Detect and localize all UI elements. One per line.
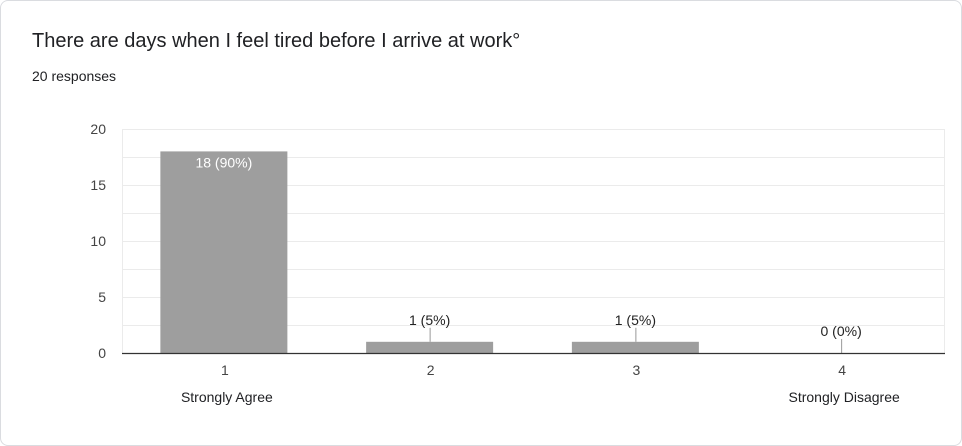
category-description: Strongly Disagree bbox=[788, 389, 899, 405]
category-description: Strongly Agree bbox=[181, 389, 273, 405]
data-label: 0 (0%) bbox=[821, 323, 862, 339]
y-tick-label: 20 bbox=[90, 121, 106, 137]
y-tick-label: 5 bbox=[98, 289, 106, 305]
data-label: 1 (5%) bbox=[409, 312, 450, 328]
y-tick-label: 10 bbox=[90, 233, 106, 249]
bar bbox=[366, 341, 494, 353]
x-tick-label: 1 bbox=[221, 362, 229, 378]
data-label: 18 (90%) bbox=[195, 154, 252, 170]
chart-title: There are days when I feel tired before … bbox=[32, 30, 521, 52]
x-tick-label: 2 bbox=[427, 362, 435, 378]
response-count: 20 responses bbox=[32, 68, 117, 84]
y-tick-label: 0 bbox=[98, 345, 106, 361]
bar bbox=[571, 341, 699, 353]
x-tick-label: 3 bbox=[632, 362, 640, 378]
bar bbox=[160, 151, 288, 353]
data-label: 1 (5%) bbox=[615, 312, 656, 328]
y-tick-label: 15 bbox=[90, 177, 106, 193]
x-tick-label: 4 bbox=[838, 362, 846, 378]
